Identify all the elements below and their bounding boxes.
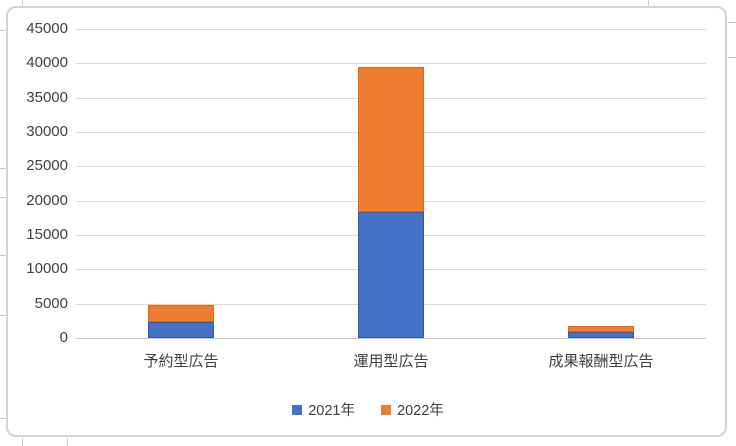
category-label: 運用型広告 [353,353,429,370]
worksheet-gridline [67,438,68,446]
worksheet-gridline [0,197,7,198]
bar-segment[interactable] [568,325,634,332]
y-axis-tick-label: 5000 [34,295,68,312]
gridline [76,29,706,30]
worksheet-gridline [0,168,7,169]
y-axis-tick-label: 25000 [26,157,68,174]
y-axis-tick-label: 0 [59,329,68,346]
worksheet-gridline [22,438,23,446]
legend-swatch-icon [292,404,303,415]
bar-segment[interactable] [148,305,214,323]
gridline [76,63,706,64]
legend-label: 2022年 [397,403,444,419]
worksheet-gridline [0,255,7,256]
legend-swatch-icon [381,404,391,415]
y-axis-tick-label: 40000 [26,54,68,71]
chart-legend: 2021年 2022年 [0,399,736,420]
y-axis-tick-label: 35000 [26,89,68,106]
legend-label: 2021年 [308,403,355,419]
legend-item[interactable]: 2021年 [292,399,355,420]
worksheet-gridline [728,57,736,58]
y-axis-tick-label: 20000 [26,192,68,209]
worksheet-gridline [648,0,649,7]
category-label: 予約型広告 [143,353,219,370]
bar-segment[interactable] [358,66,424,212]
bar-segment[interactable] [568,331,634,338]
legend-item[interactable]: 2022年 [381,399,444,420]
worksheet-gridline [0,315,7,316]
y-axis-tick-label: 15000 [26,226,68,243]
y-axis-tick-label: 10000 [26,260,68,277]
x-axis-line [76,338,706,339]
worksheet-gridline [728,22,736,23]
worksheet-gridline [0,30,7,31]
worksheet-gridline [0,418,7,419]
bar-segment[interactable] [148,322,214,338]
bar-segment[interactable] [358,211,424,338]
category-label: 成果報酬型広告 [548,353,654,370]
y-axis-tick-label: 45000 [26,20,68,37]
y-axis-tick-label: 30000 [26,123,68,140]
worksheet-gridline [22,0,23,7]
